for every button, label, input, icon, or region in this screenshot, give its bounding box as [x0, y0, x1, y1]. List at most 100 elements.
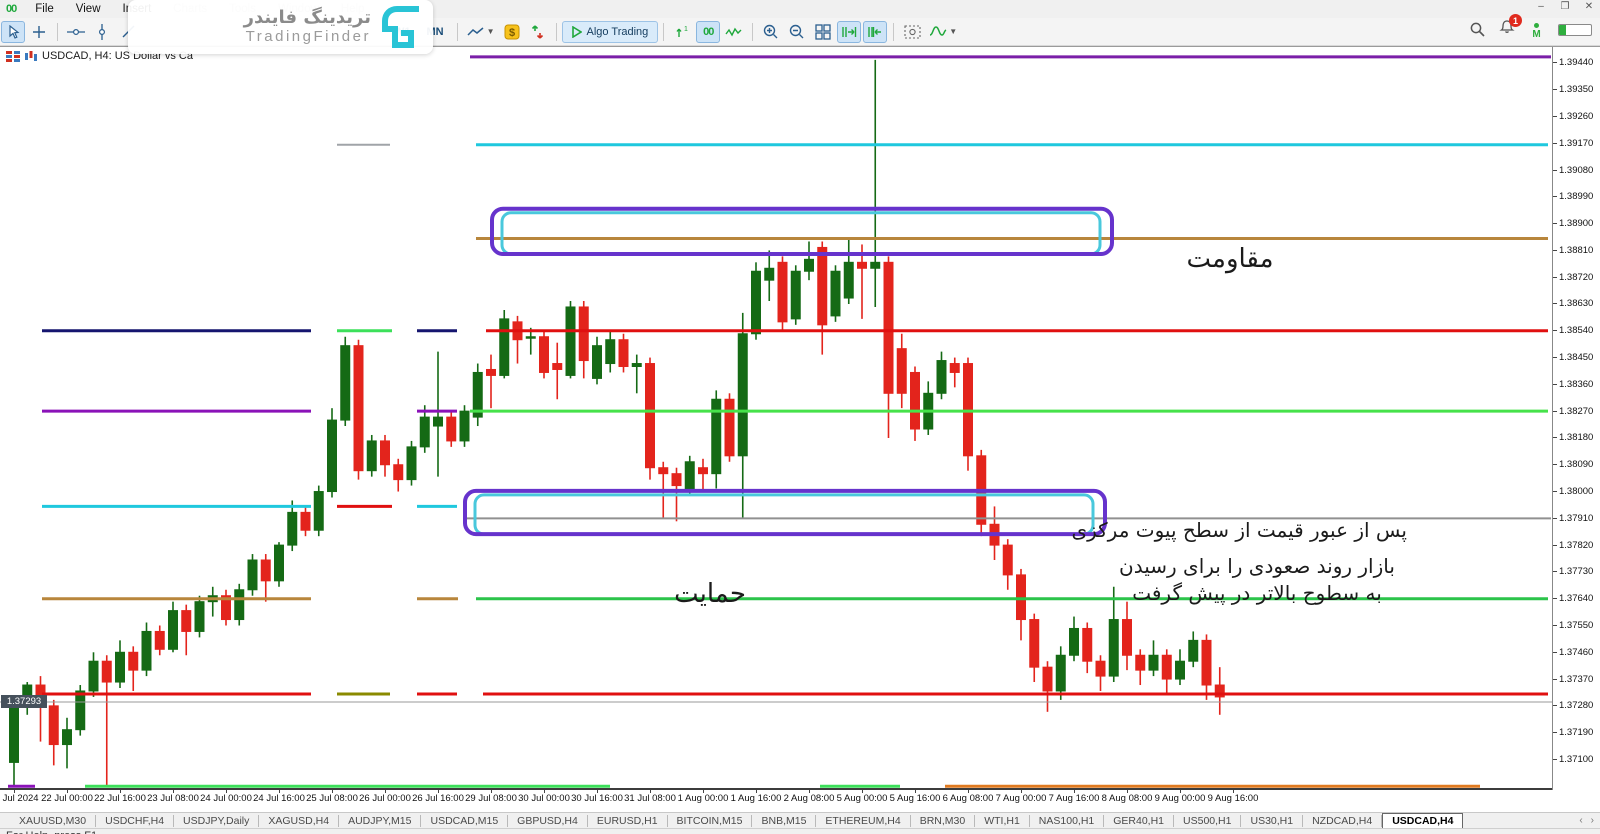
- candle-body: [1055, 654, 1066, 692]
- note-line-1: پس از عبور قیمت از سطح پیوت مرکزی: [1071, 518, 1407, 542]
- cursor-tool-button[interactable]: [1, 20, 25, 43]
- price-axis-label: 1.37280: [1552, 700, 1594, 712]
- resistance-zone-inner[interactable]: [500, 211, 1102, 256]
- horizontal-line-tool-button[interactable]: [64, 21, 88, 43]
- price-axis-label: 1.38900: [1552, 218, 1594, 230]
- tab-WTI,H1[interactable]: WTI,H1: [975, 814, 1030, 827]
- chart-type-button[interactable]: ▼: [464, 21, 498, 43]
- tab-USDCHF,H4[interactable]: USDCHF,H4: [96, 814, 175, 827]
- candle-body: [698, 467, 708, 475]
- tab-active-USDCAD,H4[interactable]: USDCAD,H4: [1382, 812, 1464, 829]
- candle-body: [631, 363, 642, 368]
- support-zone[interactable]: [463, 488, 1107, 537]
- tab-scroll-left[interactable]: ‹: [1579, 815, 1583, 826]
- chart-window[interactable]: USDCAD, H4: US Dollar vs Ca 1.39440 1.393…: [0, 46, 1600, 791]
- status-text: For Help, press F1: [6, 830, 97, 834]
- tab-GBPUSD,H4[interactable]: GBPUSD,H4: [508, 814, 588, 827]
- tick-chart-button[interactable]: [722, 21, 746, 43]
- notifications-button[interactable]: 1: [1499, 14, 1522, 40]
- screenshot-button[interactable]: [900, 21, 924, 43]
- candle-body: [605, 339, 616, 365]
- candle-body: [101, 660, 112, 683]
- candle-body: [380, 440, 390, 466]
- new-order-button[interactable]: [526, 21, 550, 43]
- tab-USDJPY,Daily[interactable]: USDJPY,Daily: [174, 814, 260, 827]
- quotes-button[interactable]: $: [500, 21, 524, 43]
- tab-NZDCAD,H4[interactable]: NZDCAD,H4: [1303, 814, 1383, 827]
- indicators-button[interactable]: ▼: [926, 21, 960, 43]
- time-axis-tick: [385, 790, 386, 793]
- trade-levels-button[interactable]: 1: [670, 21, 694, 43]
- tab-US30,H1[interactable]: US30,H1: [1241, 814, 1304, 827]
- tile-windows-button[interactable]: [811, 21, 835, 43]
- note-line-3: به سطوح بالاتر در پیش گرفت: [1132, 581, 1382, 605]
- price-axis-label: 1.37190: [1552, 727, 1594, 739]
- vertical-line-tool-button[interactable]: [90, 21, 114, 43]
- tab-BRN,M30[interactable]: BRN,M30: [911, 814, 976, 827]
- price-axis[interactable]: 1.39440 1.39350 1.39260 1.39170 1.39080 1.389…: [1552, 47, 1600, 791]
- candle-body: [459, 410, 470, 442]
- tab-BITCOIN,M15[interactable]: BITCOIN,M15: [668, 814, 753, 827]
- time-axis-label: 25 Jul 08:00: [306, 793, 358, 804]
- candle-body: [446, 416, 457, 442]
- price-axis-label: 1.37550: [1552, 619, 1594, 631]
- tab-NAS100,H1[interactable]: NAS100,H1: [1030, 814, 1105, 827]
- resistance-zone[interactable]: [490, 206, 1114, 256]
- candle-body: [592, 345, 602, 379]
- candle-body: [777, 261, 788, 323]
- time-axis-label: 26 Jul 16:00: [412, 793, 464, 804]
- zoom-out-button[interactable]: [785, 21, 809, 43]
- candle-body: [472, 371, 483, 418]
- time-axis-tick: [756, 790, 757, 793]
- tab-scroll-right[interactable]: ›: [1590, 815, 1594, 826]
- time-axis-tick: [120, 790, 121, 793]
- menu-view[interactable]: View: [75, 3, 101, 15]
- candle-body: [711, 398, 722, 475]
- menu-file[interactable]: File: [35, 3, 54, 15]
- candle-body: [1002, 544, 1013, 576]
- candle-body: [1135, 654, 1146, 671]
- search-icon[interactable]: [1470, 22, 1485, 37]
- tab-ETHEREUM,H4[interactable]: ETHEREUM,H4: [816, 814, 911, 827]
- crosshair-tool-button[interactable]: [27, 21, 51, 43]
- metatrader-logo-icon: 00: [6, 3, 17, 15]
- close-button[interactable]: ✕: [1584, 1, 1594, 12]
- candle-body: [340, 345, 351, 421]
- candle-body: [790, 270, 801, 320]
- connection-status: [1558, 23, 1592, 36]
- tab-XAGUSD,H4[interactable]: XAGUSD,H4: [259, 814, 340, 827]
- candle-body: [724, 398, 735, 457]
- tab-GER40,H1[interactable]: GER40,H1: [1104, 814, 1175, 827]
- candlestick-chart[interactable]: [0, 47, 1552, 791]
- camera-icon: [904, 25, 921, 39]
- candle-body: [499, 318, 510, 376]
- zoom-in-button[interactable]: [759, 21, 783, 43]
- candle-body: [393, 464, 404, 481]
- candle-body: [751, 270, 761, 335]
- time-axis-label: 6 Aug 08:00: [942, 793, 994, 804]
- ohlc-button[interactable]: 00: [696, 20, 721, 43]
- algo-trading-button[interactable]: Algo Trading: [561, 20, 659, 43]
- restore-button[interactable]: ❐: [1560, 1, 1570, 12]
- tab-US500,H1[interactable]: US500,H1: [1174, 814, 1242, 827]
- svg-text:1: 1: [684, 26, 688, 33]
- auto-scroll-button[interactable]: [863, 20, 888, 43]
- candle-body: [300, 511, 311, 531]
- minimize-button[interactable]: –: [1538, 1, 1544, 12]
- tab-BNB,M15[interactable]: BNB,M15: [752, 814, 817, 827]
- crosshair-icon: [33, 25, 45, 38]
- community-icon[interactable]: M: [1529, 22, 1544, 38]
- shift-end-button[interactable]: [837, 20, 862, 43]
- candle-body: [260, 559, 271, 582]
- tab-EURUSD,H1[interactable]: EURUSD,H1: [588, 814, 668, 827]
- time-axis-tick: [597, 790, 598, 793]
- time-axis-tick: [1127, 790, 1128, 793]
- tab-XAUUSD,M30[interactable]: XAUUSD,M30: [10, 814, 97, 827]
- tab-USDCAD,M15[interactable]: USDCAD,M15: [421, 814, 509, 827]
- candle-body: [406, 446, 417, 481]
- window-controls: – ❐ ✕: [1534, 1, 1596, 12]
- candle-body: [870, 261, 881, 269]
- time-axis-label: 1 Aug 00:00: [677, 793, 729, 804]
- tab-AUDJPY,M15[interactable]: AUDJPY,M15: [339, 814, 422, 827]
